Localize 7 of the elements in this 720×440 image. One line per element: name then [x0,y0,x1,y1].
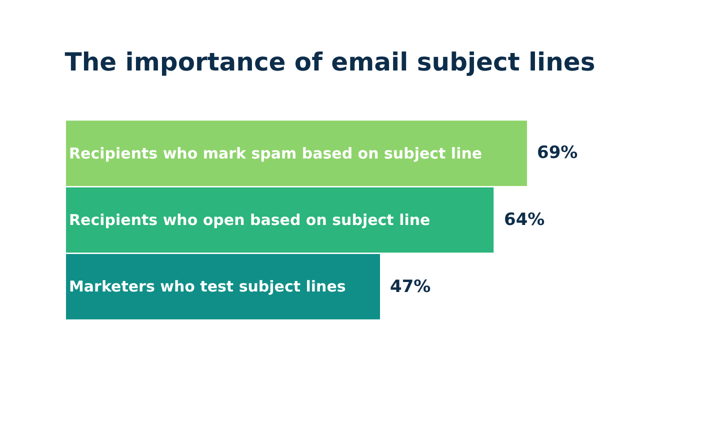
y-tick-label: Marketers who test subject lines [69,278,346,296]
chart-title: The importance of email subject lines [64,47,596,76]
y-tick-label: Recipients who open based on subject line [69,211,430,229]
data-label: 69% [537,143,578,163]
data-label: 64% [504,210,545,230]
y-tick-label: Recipients who mark spam based on subject line [69,144,482,162]
data-label: 47% [390,277,431,297]
